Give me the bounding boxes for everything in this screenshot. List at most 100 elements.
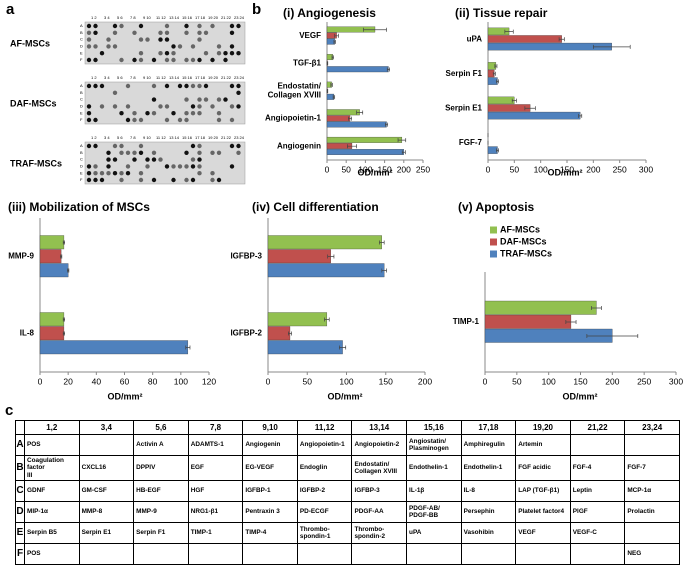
empty-cell (78, 543, 135, 566)
blot-spot (93, 83, 98, 89)
table-cell: PDGF-AA (351, 501, 408, 524)
blot-spot (125, 117, 131, 123)
table-cell: Endostatin/ Collagen XVIII (351, 454, 408, 482)
x-axis-label: OD/mm² (547, 167, 582, 177)
blot-row-label: D (80, 163, 83, 168)
error-bar (60, 254, 63, 259)
legend-swatch (490, 226, 497, 234)
blot-spot (99, 171, 105, 176)
blot-spot (132, 150, 137, 155)
blot-spot (229, 164, 235, 169)
blot-spot (229, 51, 235, 56)
blot-spot (151, 97, 157, 102)
blot-spot (171, 57, 176, 63)
blot-spot (125, 83, 131, 89)
blot-spot (145, 164, 150, 169)
x-tick-label: 300 (639, 164, 653, 174)
table-cell: IGFBP-3 (351, 480, 408, 503)
error-bar (330, 82, 333, 87)
blot-spot (86, 164, 92, 169)
blot-column-label: 1 2 (91, 75, 97, 80)
blot-spot (132, 30, 137, 35)
bar (267, 249, 331, 264)
blot-spot (164, 37, 170, 42)
blot-row-label: E (80, 170, 83, 175)
table-cell: GDNF (24, 480, 80, 503)
blot-spot (138, 57, 144, 63)
error-bar (586, 334, 639, 338)
table-cell: Amphiregulin (460, 434, 517, 456)
empty-cell (515, 543, 571, 566)
panel-label: b (252, 1, 261, 18)
x-tick-label: 50 (303, 376, 313, 386)
blot-row-label: F (80, 177, 83, 182)
blot-spot (210, 23, 215, 29)
error-bar (494, 64, 498, 69)
blot-spot (106, 150, 111, 155)
blot-spot (229, 117, 235, 123)
empty-cell (133, 543, 189, 566)
table-cell: Activin A (133, 434, 189, 456)
x-tick-label: 100 (339, 376, 353, 386)
x-tick-label: 200 (397, 164, 411, 174)
blot-spot (138, 23, 144, 29)
blot-spot (112, 157, 118, 162)
blot-column-label: 13 14 (169, 75, 180, 80)
error-bar (326, 61, 329, 66)
blot-spot (112, 44, 118, 49)
blot-spot (223, 51, 228, 56)
blot-spot (171, 44, 176, 49)
empty-cell (460, 543, 517, 566)
x-tick-label: 100 (534, 164, 548, 174)
x-tick-label: 50 (341, 164, 351, 174)
column-header: 9,10 (242, 420, 298, 435)
x-tick-label: 150 (379, 376, 393, 386)
x-tick-label: 150 (560, 164, 574, 174)
blot-column-label: 19 20 (208, 15, 219, 20)
blot-spot (106, 44, 111, 49)
column-header: 21,22 (569, 420, 626, 435)
blot-spot (197, 171, 202, 176)
error-bar (492, 71, 496, 76)
blot-membrane (84, 141, 246, 185)
category-label: Angiopoietin-1 (265, 114, 322, 123)
blot-spot (197, 143, 202, 149)
category-label: TIMP-1 (453, 317, 480, 326)
table-cell: VEGF (515, 522, 571, 545)
error-bar (590, 306, 602, 310)
table-cell: Angiostatin/ Plasminogen (406, 434, 462, 456)
blot-column-label: 9 10 (143, 135, 152, 140)
error-bar (558, 37, 565, 42)
bar (487, 35, 562, 43)
blot-spot (236, 143, 241, 149)
blot-column-label: 1 2 (91, 135, 97, 140)
category-label: VEGF (299, 31, 321, 40)
blot-spot (229, 143, 235, 149)
table-cell: Endoglin (296, 454, 353, 482)
bar (487, 77, 498, 85)
column-header: 5,6 (133, 420, 189, 435)
table-cell: POS (24, 543, 80, 566)
x-tick-label: 20 (63, 376, 73, 386)
sample-label: TRAF-MSCs (10, 158, 62, 168)
blot-column-label: 21 22 (221, 135, 232, 140)
blot-spot (151, 150, 157, 155)
sample-label: DAF-MSCs (10, 98, 57, 108)
table-cell: uPA (406, 522, 462, 545)
blot-column-label: 1 2 (91, 15, 97, 20)
blot-spot (93, 177, 98, 183)
blot-spot (112, 90, 118, 96)
table-cell: FGF-4 (569, 454, 626, 482)
error-bar (524, 106, 536, 111)
category-label: MMP-9 (8, 252, 34, 261)
blot-spot (223, 57, 228, 63)
x-tick-label: 100 (358, 164, 372, 174)
error-bar (347, 144, 357, 149)
blot-spot (151, 157, 157, 162)
blot-spot (229, 83, 235, 89)
category-label: IGFBP-2 (230, 329, 262, 338)
blot-spot (184, 23, 189, 29)
bar (267, 326, 291, 341)
bar (267, 312, 328, 327)
